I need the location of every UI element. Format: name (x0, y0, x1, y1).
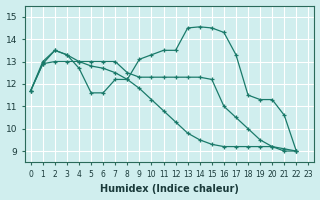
X-axis label: Humidex (Indice chaleur): Humidex (Indice chaleur) (100, 184, 239, 194)
